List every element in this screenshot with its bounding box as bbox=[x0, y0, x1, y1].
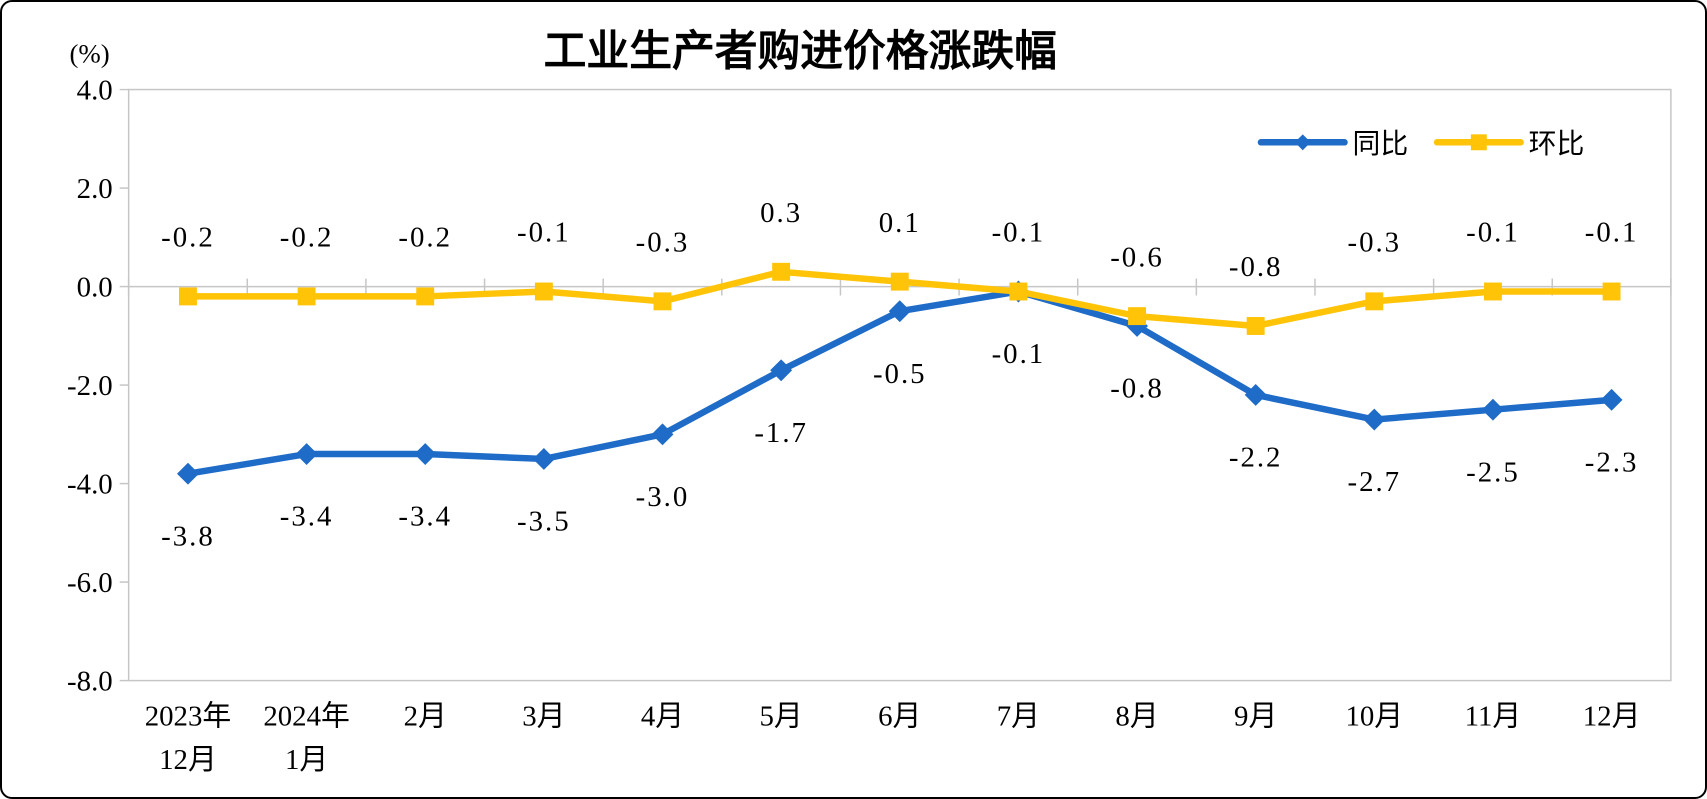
data-label-yoy: -3.4 bbox=[398, 501, 452, 533]
data-point-marker-square bbox=[1009, 282, 1028, 301]
data-label-mom: -0.2 bbox=[280, 222, 334, 254]
x-axis-label-line: 9月 bbox=[1234, 700, 1277, 732]
x-axis-label-line: 2023年 bbox=[145, 700, 232, 732]
data-label-yoy: -1.7 bbox=[754, 417, 808, 449]
data-label-mom: -0.1 bbox=[992, 217, 1046, 249]
data-label-yoy: -3.4 bbox=[280, 501, 334, 533]
data-point-marker-square bbox=[534, 282, 553, 301]
data-point-marker-square bbox=[1128, 307, 1146, 326]
axis-unit-label: (%) bbox=[69, 39, 109, 69]
x-axis-label-line: 2月 bbox=[404, 700, 447, 732]
x-axis-label-line: 5月 bbox=[760, 700, 803, 732]
data-label-yoy: -2.2 bbox=[1229, 442, 1283, 474]
data-point-marker-diamond bbox=[1244, 383, 1267, 406]
series-yoy: -3.8 -3.4 -3.4 -3.5 -3.0 -1.7 -0.5 -0.1 -0.8 -2.2… bbox=[161, 280, 1639, 552]
data-label-yoy: -2.5 bbox=[1466, 456, 1520, 488]
x-axis-label-line: 8月 bbox=[1115, 700, 1158, 732]
x-axis-label: 3月 bbox=[522, 700, 565, 732]
data-label-mom: -0.8 bbox=[1229, 251, 1283, 283]
data-label-mom: -0.2 bbox=[161, 222, 215, 254]
x-axis-label-line: 4月 bbox=[641, 700, 684, 732]
data-label-mom: -0.6 bbox=[1110, 241, 1164, 273]
x-axis-label: 2024年 1月 bbox=[263, 700, 350, 776]
y-tick-label: -2.0 bbox=[67, 370, 113, 402]
data-point-marker-diamond bbox=[295, 443, 318, 465]
y-tick-label: 4.0 bbox=[77, 75, 113, 107]
data-point-marker-square bbox=[1602, 282, 1621, 301]
x-axis-label: 10月 bbox=[1345, 700, 1403, 732]
legend-label-mom: 环比 bbox=[1529, 128, 1585, 160]
data-point-marker-diamond bbox=[1294, 134, 1311, 151]
data-label-yoy: -3.0 bbox=[636, 481, 690, 513]
data-point-marker-square bbox=[179, 287, 197, 306]
data-point-marker-square bbox=[297, 287, 316, 306]
data-label-mom: 0.3 bbox=[760, 197, 802, 229]
x-axis-label: 2023年 12月 bbox=[145, 700, 232, 776]
y-tick-label: 2.0 bbox=[77, 173, 113, 205]
data-point-marker-square bbox=[1483, 282, 1502, 301]
series-mom: -0.2 -0.2 -0.2 -0.1 -0.3 0.3 0.1 -0.1 -0.6 -0.8 -0… bbox=[161, 197, 1639, 335]
x-axis-label: 5月 bbox=[760, 700, 803, 732]
x-axis-label: 8月 bbox=[1115, 700, 1158, 732]
x-axis-label: 2月 bbox=[404, 700, 447, 732]
data-label-yoy: -3.8 bbox=[161, 520, 215, 552]
x-axis-label: 4月 bbox=[641, 700, 684, 732]
data-point-marker-diamond bbox=[1363, 408, 1386, 431]
data-label-yoy: -0.1 bbox=[992, 338, 1046, 370]
legend-item-mom: 环比 bbox=[1433, 128, 1585, 160]
data-point-marker-diamond bbox=[888, 300, 911, 323]
x-axis-label: 11月 bbox=[1465, 700, 1522, 732]
data-point-marker-square bbox=[772, 262, 791, 281]
data-point-marker-square bbox=[1470, 134, 1487, 151]
data-point-marker-diamond bbox=[1481, 398, 1504, 421]
data-label-mom: 0.1 bbox=[879, 207, 921, 239]
x-axis-label-line: 11月 bbox=[1465, 700, 1522, 732]
x-axis-label-line: 1月 bbox=[285, 744, 328, 776]
y-tick-label: 0.0 bbox=[77, 272, 113, 304]
data-point-marker-diamond bbox=[651, 423, 674, 446]
data-point-marker-square bbox=[653, 292, 672, 311]
data-point-marker-square bbox=[1246, 317, 1265, 335]
data-label-mom: -0.3 bbox=[636, 227, 690, 259]
data-point-marker-square bbox=[1365, 292, 1384, 311]
data-label-mom: -0.2 bbox=[398, 222, 452, 254]
data-point-marker-diamond bbox=[177, 462, 199, 485]
x-axis-label: 12月 bbox=[1583, 700, 1641, 732]
y-tick-label: -8.0 bbox=[67, 666, 113, 698]
y-tick-label: -4.0 bbox=[67, 469, 113, 501]
x-axis-label-line: 12月 bbox=[159, 744, 217, 776]
chart-title: 工业生产者购进价格涨跌幅 bbox=[544, 28, 1057, 76]
x-axis-label-line: 6月 bbox=[878, 700, 921, 732]
x-axis-label-line: 12月 bbox=[1583, 700, 1641, 732]
data-point-marker-diamond bbox=[770, 359, 793, 382]
data-label-yoy: -2.7 bbox=[1347, 466, 1401, 498]
data-point-marker-diamond bbox=[532, 448, 555, 470]
data-point-marker-diamond bbox=[1600, 388, 1623, 411]
legend-label-yoy: 同比 bbox=[1352, 128, 1408, 160]
x-axis-label: 6月 bbox=[878, 700, 921, 732]
data-point-marker-diamond bbox=[414, 443, 437, 465]
x-axis-label-line: 7月 bbox=[997, 700, 1040, 732]
data-point-marker-square bbox=[890, 272, 909, 291]
x-axis-label-line: 10月 bbox=[1345, 700, 1403, 732]
data-label-mom: -0.1 bbox=[1466, 217, 1520, 249]
data-label-yoy: -0.5 bbox=[873, 358, 927, 390]
plot-area-border bbox=[127, 88, 1672, 682]
data-label-yoy: -2.3 bbox=[1585, 446, 1639, 478]
x-axis-label-line: 2024年 bbox=[263, 700, 350, 732]
legend-item-yoy: 同比 bbox=[1257, 128, 1408, 160]
data-label-yoy: -0.8 bbox=[1110, 373, 1164, 405]
y-tick-label: -6.0 bbox=[67, 567, 113, 599]
data-label-mom: -0.1 bbox=[1585, 217, 1639, 249]
data-label-yoy: -3.5 bbox=[517, 506, 571, 538]
data-label-mom: -0.3 bbox=[1347, 227, 1401, 259]
data-label-mom: -0.1 bbox=[517, 217, 571, 249]
x-axis-label-line: 3月 bbox=[522, 700, 565, 732]
data-point-marker-square bbox=[416, 287, 435, 306]
x-axis-label: 9月 bbox=[1234, 700, 1277, 732]
x-axis-label: 7月 bbox=[997, 700, 1040, 732]
